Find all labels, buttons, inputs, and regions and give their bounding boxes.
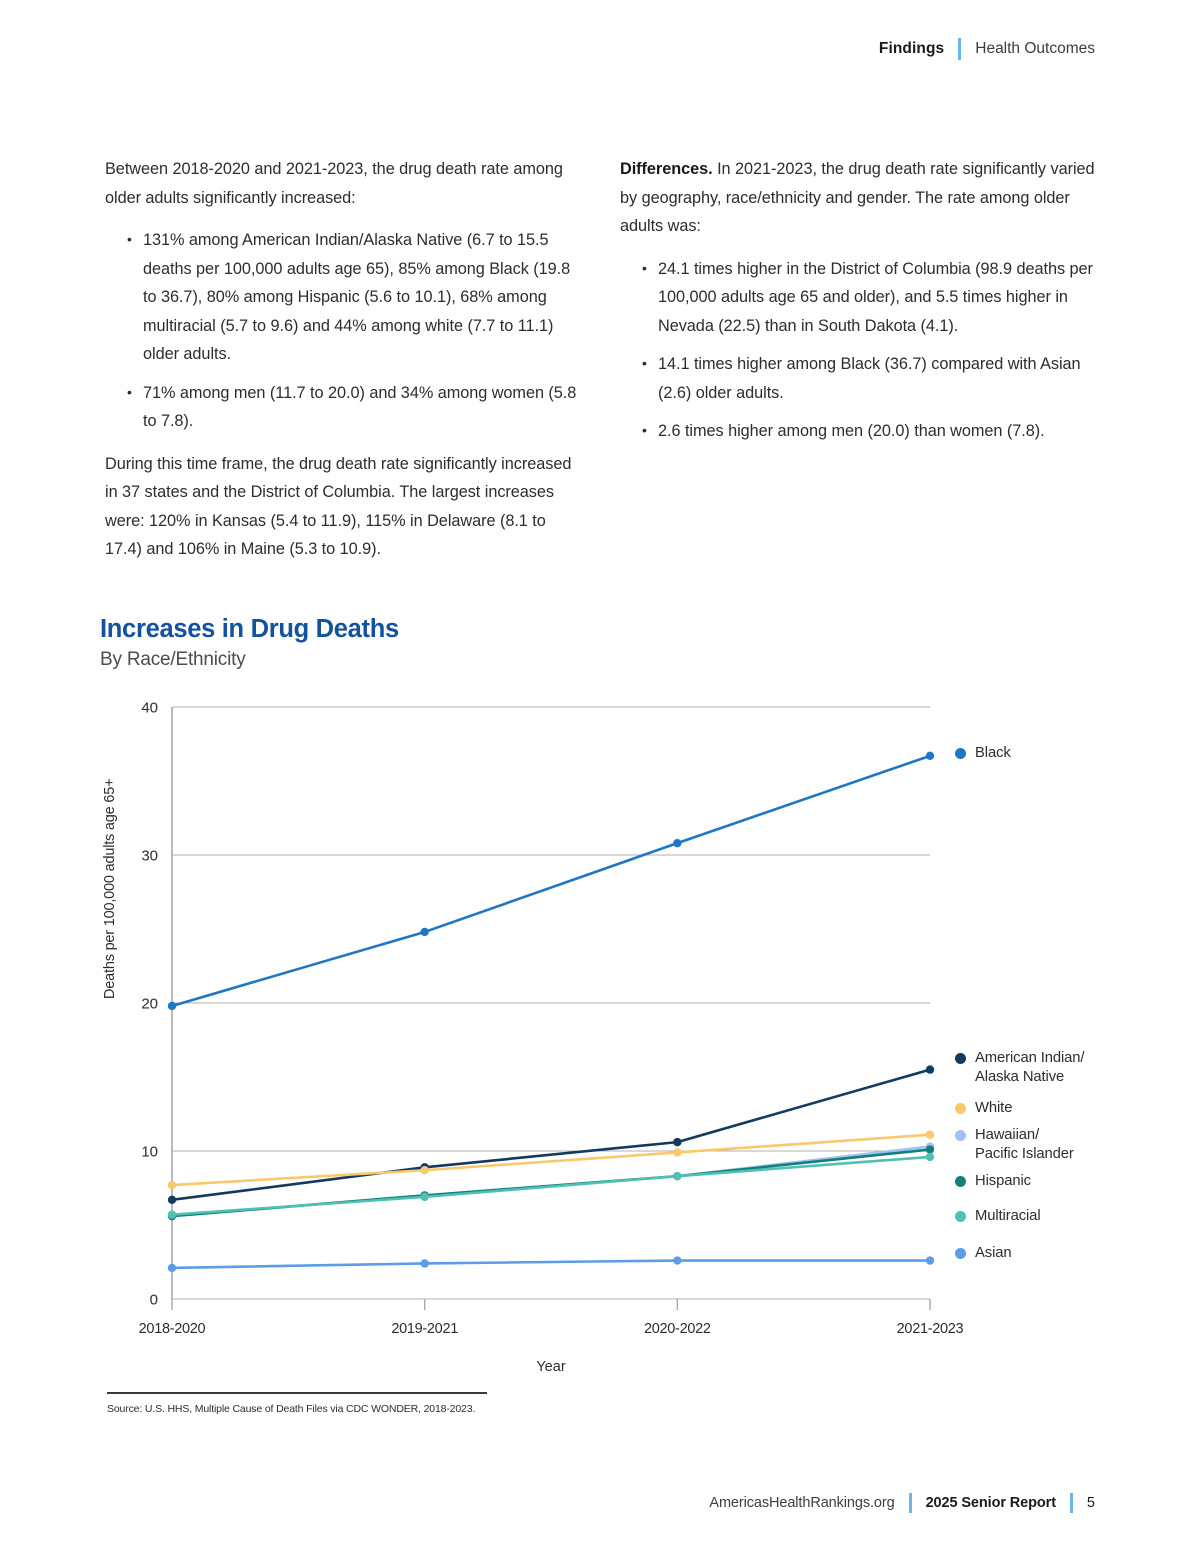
data-point: [925, 1256, 935, 1265]
chart-block: Increases in Drug Deaths By Race/Ethnici…: [100, 615, 1100, 1389]
left-text-column: Between 2018-2020 and 2021-2023, the dru…: [105, 155, 580, 578]
source-text: Source: U.S. HHS, Multiple Cause of Deat…: [107, 1402, 476, 1415]
data-point: [925, 1152, 935, 1162]
differences-heading: Differences.: [620, 160, 713, 178]
chart-title: Increases in Drug Deaths: [100, 615, 399, 643]
list-item: 24.1 times higher in the District of Col…: [642, 254, 1095, 341]
y-axis-tick-label: 0: [150, 1292, 158, 1309]
legend-item-black[interactable]: Black: [955, 744, 1011, 763]
legend-item-hawaiian-pacific-islander[interactable]: Hawaiian/ Pacific Islander: [955, 1126, 1074, 1164]
legend-swatch-icon: [955, 1211, 966, 1222]
data-point: [925, 1065, 935, 1074]
data-point: [925, 1145, 935, 1154]
data-point: [673, 1137, 682, 1147]
list-item: 14.1 times higher among Black (36.7) com…: [642, 349, 1095, 407]
y-axis-tick-label: 40: [141, 700, 158, 717]
data-point: [167, 1180, 177, 1190]
data-point: [167, 1195, 177, 1205]
legend-label: Hawaiian/ Pacific Islander: [975, 1127, 1074, 1162]
chart-subtitle: By Race/Ethnicity: [100, 649, 246, 670]
legend-swatch-icon: [955, 1130, 966, 1141]
page-header: Findings Health Outcomes: [879, 38, 1095, 60]
legend-item-white[interactable]: White: [955, 1099, 1012, 1118]
source-note: Source: U.S. HHS, Multiple Cause of Deat…: [107, 1392, 627, 1415]
series-line: [170, 1133, 932, 1187]
data-point: [673, 1148, 682, 1157]
header-section-label: Health Outcomes: [975, 40, 1095, 57]
legend-item-hispanic[interactable]: Hispanic: [955, 1172, 1031, 1191]
header-findings-label: Findings: [878, 40, 945, 57]
footer-page-number: 5: [1086, 1495, 1095, 1511]
header-divider: [958, 38, 962, 60]
series-line: [170, 1259, 932, 1270]
data-point: [420, 1166, 429, 1175]
line-chart-svg: 0 10 20 30 40 2018-2020 2019-2021 2020-2022 2021…: [139, 700, 964, 1376]
legend-label: Multiracial: [975, 1208, 1041, 1224]
plot-area: Deaths per 100,000 adults age 65+ 0 10 20 3…: [100, 699, 1100, 1389]
list-item: 2.6 times higher among men (20.0) than w…: [642, 416, 1095, 446]
y-axis-tick-label: 30: [141, 848, 158, 865]
legend-swatch-icon: [955, 748, 966, 759]
left-bullet-list: 131% among American Indian/Alaska Native…: [105, 225, 580, 436]
legend-item-multiracial[interactable]: Multiracial: [955, 1207, 1041, 1226]
legend-label: Asian: [975, 1245, 1012, 1261]
source-divider: [107, 1392, 487, 1394]
data-point: [925, 1130, 935, 1139]
left-intro-paragraph: Between 2018-2020 and 2021-2023, the dru…: [105, 160, 563, 207]
legend-label: White: [975, 1100, 1013, 1116]
legend-swatch-icon: [955, 1053, 966, 1064]
data-point: [167, 1001, 177, 1011]
legend-swatch-icon: [955, 1103, 966, 1114]
series-line: [170, 754, 932, 1008]
legend-label: Hispanic: [975, 1173, 1031, 1189]
footer-divider: [908, 1493, 912, 1513]
right-bullet-list: 24.1 times higher in the District of Col…: [620, 254, 1095, 446]
page-footer: AmericasHealthRankings.org 2025 Senior R…: [709, 1493, 1095, 1513]
legend-label: American Indian/ Alaska Native: [975, 1050, 1085, 1085]
list-item: 71% among men (11.7 to 20.0) and 34% amo…: [127, 378, 580, 436]
footer-site-link[interactable]: AmericasHealthRankings.org: [709, 1495, 895, 1511]
legend-label: Black: [975, 745, 1011, 761]
body-columns: Between 2018-2020 and 2021-2023, the dru…: [105, 155, 1095, 578]
series-line: [170, 1068, 932, 1202]
y-axis-tick-label: 20: [141, 996, 158, 1013]
right-lead-text: In 2021-2023, the drug death rate signif…: [620, 160, 1095, 235]
data-point: [673, 1171, 682, 1181]
list-item: 131% among American Indian/Alaska Native…: [127, 225, 580, 369]
right-text-column: Differences. In 2021-2023, the drug deat…: [620, 155, 1095, 578]
legend-item-american-indian-alaska-native[interactable]: American Indian/ Alaska Native: [955, 1049, 1085, 1087]
legend-swatch-icon: [955, 1176, 966, 1187]
right-lead-paragraph: Differences. In 2021-2023, the drug deat…: [620, 155, 1095, 241]
data-point: [673, 1256, 682, 1265]
legend-swatch-icon: [955, 1248, 966, 1259]
x-axis-tick-label: 2020-2022: [644, 1321, 711, 1337]
x-axis-tick-label: 2019-2021: [391, 1321, 458, 1337]
data-point: [420, 1192, 429, 1202]
data-point: [420, 1259, 429, 1268]
left-closing-paragraph: During this time frame, the drug death r…: [105, 454, 572, 559]
series-line: [170, 1155, 932, 1216]
footer-divider-2: [1069, 1493, 1073, 1513]
data-point: [925, 751, 935, 761]
footer-report-title: 2025 Senior Report: [925, 1495, 1056, 1511]
y-axis-tick-label: 10: [141, 1144, 158, 1161]
x-axis-title: Year: [536, 1359, 565, 1375]
legend-item-asian[interactable]: Asian: [955, 1244, 1012, 1263]
data-point: [673, 838, 682, 848]
data-point: [167, 1210, 177, 1219]
data-point: [420, 927, 429, 937]
x-axis-tick-label: 2018-2020: [139, 1321, 206, 1337]
x-axis-tick-label: 2021-2023: [897, 1321, 964, 1337]
data-point: [167, 1263, 177, 1273]
